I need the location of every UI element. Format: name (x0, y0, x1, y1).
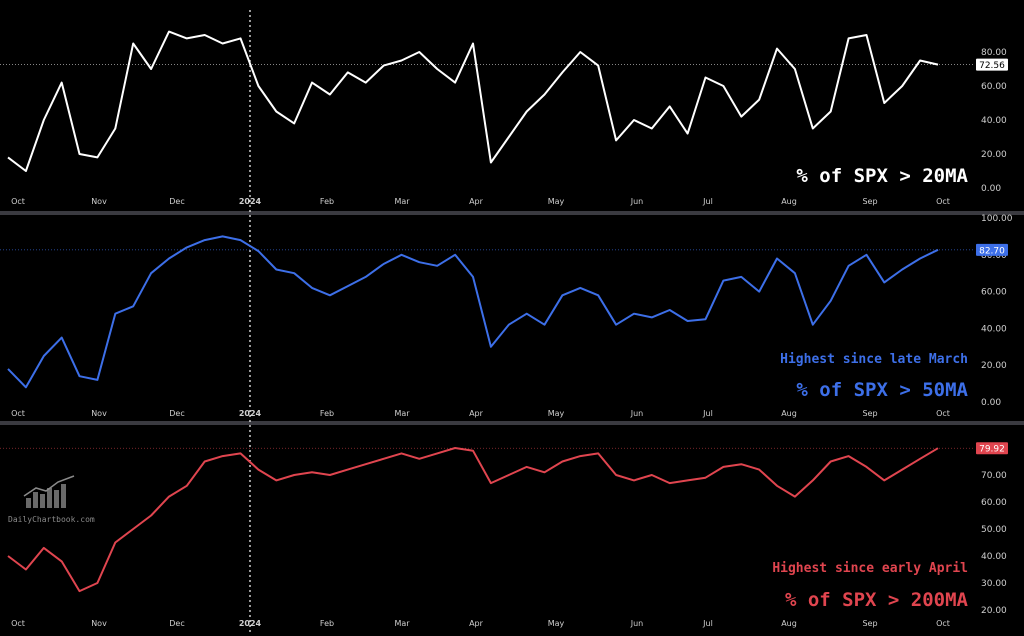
x-tick-label: Jul (702, 197, 713, 206)
x-tick-label: Nov (91, 197, 107, 206)
x-tick-label: Jul (702, 409, 713, 418)
brand-text: DailyChartbook.com (8, 515, 95, 524)
x-tick-label: Sep (862, 619, 877, 628)
x-tick-label: Apr (469, 197, 484, 206)
x-tick-label: Dec (169, 619, 184, 628)
x-tick-label: Oct (936, 409, 950, 418)
panel-separator (0, 421, 1024, 425)
x-tick-label: Oct (936, 197, 950, 206)
y-tick-label: 20.00 (981, 361, 1007, 371)
logo-bar (40, 494, 45, 508)
x-tick-label: May (548, 619, 565, 628)
chart-subtitle: Highest since early April (772, 561, 968, 576)
logo-bar (61, 484, 66, 508)
chart-title: % of SPX > 200MA (785, 589, 969, 611)
chart-title: % of SPX > 50MA (796, 379, 968, 401)
x-tick-label: Mar (394, 619, 410, 628)
x-tick-label: Sep (862, 409, 877, 418)
y-tick-label: 0.00 (981, 398, 1001, 408)
y-tick-label: 100.00 (981, 214, 1013, 224)
y-tick-label: 20.00 (981, 150, 1007, 160)
y-tick-label: 80.00 (981, 48, 1007, 58)
last-value-label: 82.70 (979, 246, 1005, 256)
x-tick-label: Nov (91, 619, 107, 628)
y-tick-label: 70.00 (981, 471, 1007, 481)
x-tick-label: Feb (320, 619, 334, 628)
x-tick-label: Apr (469, 619, 484, 628)
y-tick-label: 40.00 (981, 324, 1007, 334)
last-value-label: 79.92 (979, 445, 1005, 455)
x-tick-label: Feb (320, 197, 334, 206)
x-tick-label: Aug (781, 619, 797, 628)
x-tick-label: Sep (862, 197, 877, 206)
x-tick-label: Dec (169, 409, 184, 418)
chart-title: % of SPX > 20MA (796, 165, 968, 187)
x-tick-label: Dec (169, 197, 184, 206)
x-tick-label: Jul (702, 619, 713, 628)
x-tick-label: Oct (11, 409, 25, 418)
series-line (7, 235, 939, 389)
logo-bar (26, 498, 31, 508)
last-value-tag (976, 243, 1008, 256)
x-tick-label: May (548, 197, 565, 206)
y-tick-label: 30.00 (981, 579, 1007, 589)
y-tick-label: 50.00 (981, 525, 1007, 535)
x-tick-label: May (548, 409, 565, 418)
last-value-tag (976, 58, 1008, 71)
x-tick-label: Jun (630, 409, 644, 418)
x-tick-label: 2024 (239, 619, 262, 628)
x-tick-label: 2024 (239, 197, 262, 206)
y-tick-label: 60.00 (981, 498, 1007, 508)
x-tick-label: Feb (320, 409, 334, 418)
y-tick-label: 0.00 (981, 184, 1001, 194)
y-tick-label: 40.00 (981, 552, 1007, 562)
series-line (7, 447, 939, 593)
panel-separator (0, 211, 1024, 215)
x-tick-label: Mar (394, 197, 410, 206)
x-tick-label: Aug (781, 409, 797, 418)
x-tick-label: Oct (936, 619, 950, 628)
series-line (7, 30, 939, 172)
x-tick-label: Jun (630, 619, 644, 628)
y-tick-label: 60.00 (981, 288, 1007, 298)
logo-bar (47, 488, 52, 508)
logo-bar (54, 490, 59, 508)
x-tick-label: Aug (781, 197, 797, 206)
x-tick-label: 2024 (239, 409, 262, 418)
x-tick-label: Apr (469, 409, 484, 418)
x-tick-label: Oct (11, 619, 25, 628)
last-value-label: 72.56 (979, 61, 1005, 71)
y-tick-label: 60.00 (981, 82, 1007, 92)
logo-bar (33, 492, 38, 508)
brand-logo (23, 475, 75, 508)
y-tick-label: 20.00 (981, 606, 1007, 616)
x-tick-label: Oct (11, 197, 25, 206)
x-tick-label: Jun (630, 197, 644, 206)
chart-subtitle: Highest since late March (780, 352, 968, 367)
logo-trend-line (23, 475, 75, 497)
last-value-tag (976, 442, 1008, 455)
x-tick-label: Nov (91, 409, 107, 418)
y-tick-label: 40.00 (981, 116, 1007, 126)
x-tick-label: Mar (394, 409, 410, 418)
